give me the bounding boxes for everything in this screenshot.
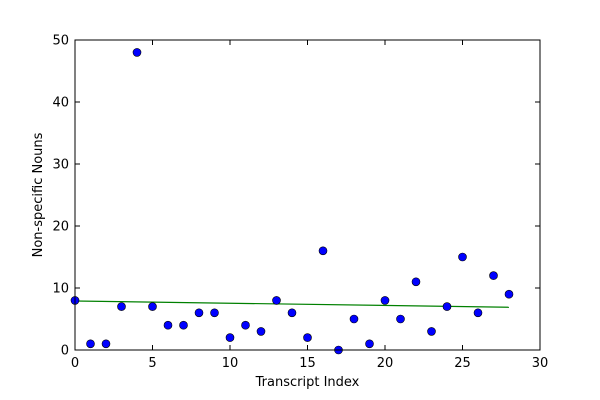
- x-tick-label: 5: [148, 356, 156, 371]
- data-point: [225, 333, 235, 342]
- data-point: [442, 302, 452, 311]
- x-tick-label: 25: [454, 356, 471, 371]
- y-tick-label: 10: [52, 282, 69, 297]
- data-point: [504, 289, 514, 299]
- data-point: [411, 277, 421, 287]
- data-point: [458, 252, 467, 262]
- data-point: [163, 320, 173, 330]
- y-tick-label: 30: [52, 158, 69, 173]
- x-axis-label: Transcript Index: [255, 375, 360, 390]
- x-tick-label: 15: [299, 356, 316, 371]
- data-point: [194, 308, 204, 318]
- data-point: [473, 308, 483, 318]
- y-tick-label: 0: [61, 344, 69, 359]
- data-point: [148, 302, 157, 311]
- data-point: [241, 320, 250, 330]
- y-axis-label: Non-specific Nouns: [31, 132, 46, 257]
- x-tick-label: 20: [377, 356, 394, 371]
- plot-frame: [74, 39, 541, 351]
- data-point: [132, 48, 142, 57]
- x-tick-label: 10: [222, 356, 239, 371]
- axis-ticks: 0 5 10 15 20 25 30 0 10 20 30 40 50: [52, 34, 548, 372]
- data-point: [396, 314, 405, 324]
- data-point: [287, 308, 297, 318]
- data-point: [380, 296, 390, 305]
- data-point: [427, 327, 436, 336]
- y-tick-label: 40: [52, 96, 69, 111]
- data-point: [489, 271, 498, 280]
- y-tick-label: 20: [52, 220, 69, 235]
- plot-marks: [70, 48, 514, 355]
- data-point: [365, 339, 374, 349]
- data-point: [117, 302, 126, 311]
- x-tick-label: 0: [71, 356, 79, 371]
- data-point: [318, 246, 328, 256]
- data-point: [349, 314, 359, 324]
- data-point: [101, 339, 111, 349]
- data-point: [210, 308, 219, 318]
- data-point: [303, 333, 312, 342]
- y-tick-label: 50: [52, 34, 69, 49]
- x-tick-label: 30: [532, 356, 549, 371]
- trend-line: [74, 300, 510, 308]
- data-point: [272, 296, 281, 305]
- data-point: [86, 339, 95, 349]
- data-point: [256, 327, 266, 336]
- data-point: [179, 320, 188, 330]
